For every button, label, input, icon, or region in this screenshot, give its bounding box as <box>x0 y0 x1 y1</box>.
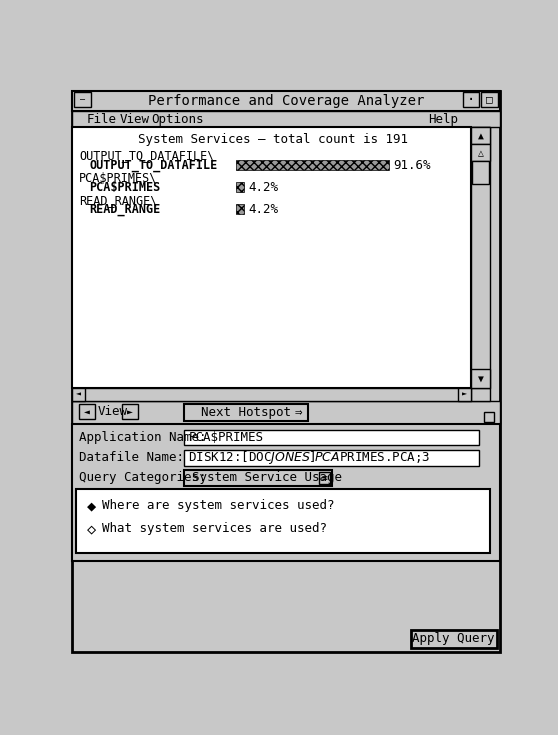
Text: OUTPUT_TO_DATAFILE: OUTPUT_TO_DATAFILE <box>89 159 218 172</box>
Text: DISK12:[DOC$JONES]PCA$PRIMES.PCA;3: DISK12:[DOC$JONES]PCA$PRIMES.PCA;3 <box>188 449 431 466</box>
Bar <box>472 162 489 184</box>
Bar <box>464 92 479 107</box>
Bar <box>237 182 244 192</box>
Bar <box>72 401 500 424</box>
Text: ►: ► <box>127 406 133 417</box>
Bar <box>122 404 138 419</box>
Text: △: △ <box>478 148 483 158</box>
Text: 4.2%: 4.2% <box>248 181 278 194</box>
Text: Application Name:: Application Name: <box>79 431 206 444</box>
Bar <box>480 92 498 107</box>
Text: Performance and Coverage Analyzer: Performance and Coverage Analyzer <box>148 93 424 107</box>
Text: System Services – total count is 191: System Services – total count is 191 <box>138 132 408 146</box>
Bar <box>484 412 494 423</box>
Bar <box>72 388 471 401</box>
Bar <box>471 369 490 388</box>
Bar <box>72 388 85 401</box>
Text: System Service Usage: System Service Usage <box>192 471 342 484</box>
Text: ▼: ▼ <box>478 373 483 384</box>
Text: Query Categories:: Query Categories: <box>79 471 206 484</box>
Bar <box>72 127 471 388</box>
Text: ◇: ◇ <box>87 521 96 536</box>
Text: Where are system services used?: Where are system services used? <box>102 499 335 512</box>
Bar <box>471 388 490 401</box>
Text: □: □ <box>485 95 492 105</box>
Text: View: View <box>98 405 128 418</box>
Bar <box>76 489 490 553</box>
Bar <box>471 127 490 388</box>
Text: ◆: ◆ <box>87 498 96 513</box>
Bar <box>471 127 490 144</box>
Bar <box>237 204 244 215</box>
Text: ⇒: ⇒ <box>295 406 302 419</box>
Bar <box>74 92 92 107</box>
Bar <box>185 404 309 421</box>
Text: ≡: ≡ <box>322 473 328 483</box>
Bar <box>411 629 497 648</box>
Bar <box>458 388 471 401</box>
Text: PCA$PRIMES: PCA$PRIMES <box>89 181 160 194</box>
Bar <box>72 90 500 110</box>
Text: READ_RANGE\: READ_RANGE\ <box>79 194 157 207</box>
Bar <box>319 472 330 484</box>
Text: File: File <box>87 112 117 126</box>
Text: PCA$PRIMES: PCA$PRIMES <box>188 431 263 444</box>
Text: ▲: ▲ <box>478 131 483 141</box>
Bar <box>185 450 479 465</box>
Bar <box>72 424 500 561</box>
Text: OUTPUT_TO_DATAFILE\: OUTPUT_TO_DATAFILE\ <box>79 149 214 162</box>
Text: View: View <box>120 112 150 126</box>
Text: PCA$PRIMES\: PCA$PRIMES\ <box>79 172 157 184</box>
Text: Help: Help <box>428 112 458 126</box>
Bar <box>72 110 500 127</box>
Text: Options: Options <box>151 112 204 126</box>
Text: READ_RANGE: READ_RANGE <box>89 204 160 216</box>
Text: What system services are used?: What system services are used? <box>102 522 328 535</box>
Bar <box>471 144 490 162</box>
Bar <box>185 430 479 445</box>
Text: ◄: ◄ <box>84 406 90 417</box>
Text: —: — <box>80 96 85 104</box>
Text: Datafile Name:: Datafile Name: <box>79 451 184 465</box>
Text: ·: · <box>467 93 475 107</box>
Text: ►: ► <box>461 390 466 398</box>
Text: ◄: ◄ <box>76 390 81 398</box>
Bar <box>79 404 94 419</box>
Text: 91.6%: 91.6% <box>393 159 431 172</box>
Text: Apply Query: Apply Query <box>412 632 494 645</box>
Text: Next Hotspot: Next Hotspot <box>201 406 291 419</box>
Bar <box>185 470 331 486</box>
Text: 4.2%: 4.2% <box>248 204 278 216</box>
Bar <box>237 159 389 170</box>
